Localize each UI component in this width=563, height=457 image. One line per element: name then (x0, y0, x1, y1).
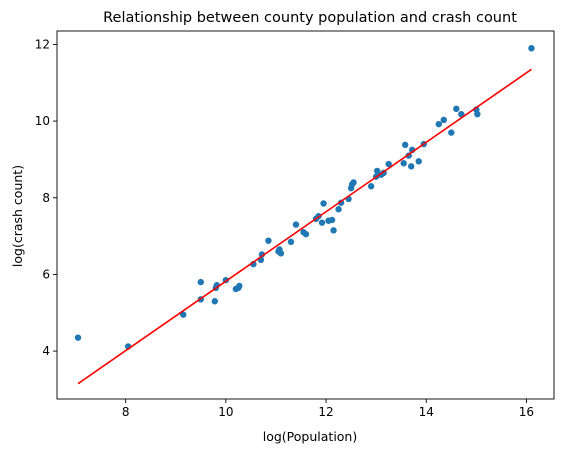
data-points (74, 45, 535, 350)
data-point (328, 216, 336, 224)
data-point (385, 160, 392, 168)
data-point (320, 200, 327, 207)
data-point (197, 278, 204, 286)
data-point (330, 227, 337, 234)
data-point (211, 298, 219, 305)
plot-frame (56, 30, 555, 400)
data-point (318, 219, 326, 226)
y-tick-label: 12 (35, 37, 50, 51)
data-point (448, 129, 455, 136)
data-point (402, 141, 409, 149)
data-point (458, 110, 465, 118)
data-point (435, 120, 442, 128)
x-tick-label: 8 (122, 405, 130, 419)
data-point (350, 179, 357, 186)
y-axis-label: log(crash count) (10, 165, 25, 267)
y-tick-label: 6 (42, 267, 50, 281)
x-tick-label: 10 (218, 405, 233, 419)
data-point (74, 334, 82, 341)
data-point (415, 158, 422, 165)
y-tick-label: 8 (42, 191, 50, 205)
data-point (265, 237, 272, 244)
data-point (277, 250, 285, 257)
data-point (302, 230, 310, 238)
data-point (367, 183, 375, 190)
data-point (236, 282, 243, 290)
data-point (408, 163, 415, 170)
data-point (474, 110, 481, 118)
chart-title: Relationship between county population a… (103, 10, 517, 26)
x-tick-label: 14 (419, 405, 434, 419)
data-point (453, 105, 460, 113)
data-point (292, 221, 300, 228)
data-point (335, 206, 342, 213)
y-tick-label: 4 (42, 344, 50, 358)
data-point (528, 45, 535, 52)
data-point (400, 160, 407, 167)
data-point (287, 238, 295, 246)
x-axis-label: log(Population) (263, 429, 357, 444)
data-point (258, 251, 266, 258)
data-point (180, 311, 187, 318)
x-tick-label: 12 (318, 405, 333, 419)
data-point (440, 116, 447, 124)
plot-area: 8 10 12 14 16 4 6 8 10 12 (35, 30, 555, 419)
x-tick-label: 16 (519, 405, 534, 419)
y-tick-label: 10 (35, 114, 50, 128)
fit-line (77, 68, 532, 385)
data-point (373, 167, 381, 175)
